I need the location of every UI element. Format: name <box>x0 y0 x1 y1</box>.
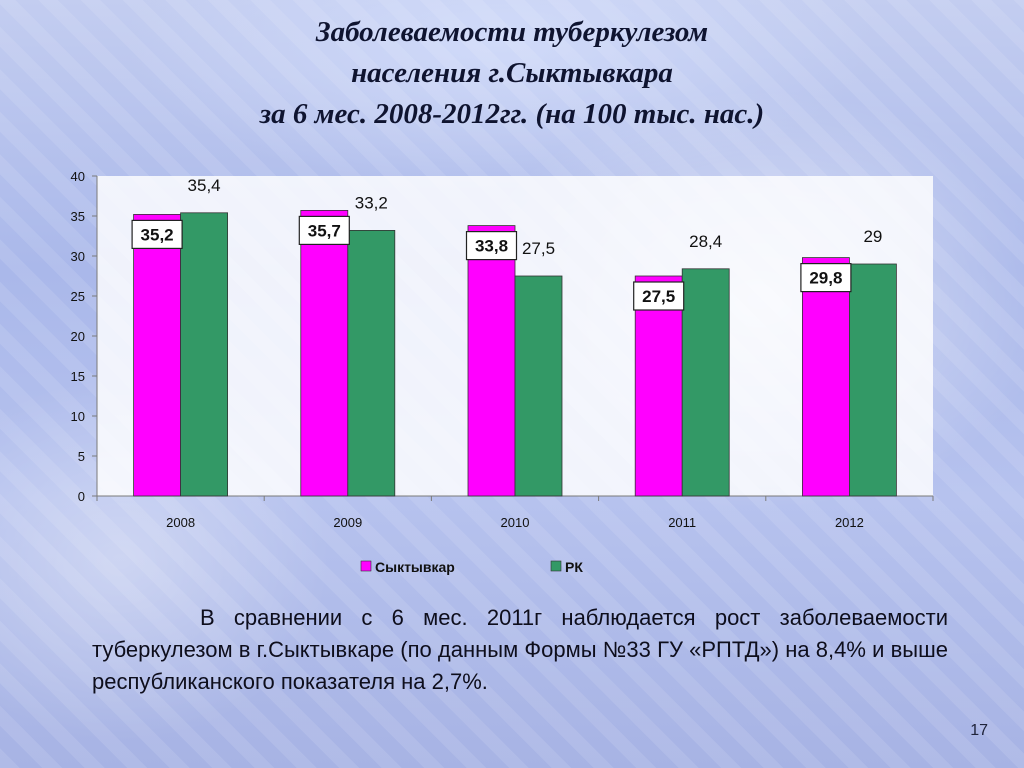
y-tick-label-7: 35 <box>71 209 85 224</box>
bar-chart: 0 5 10 15 20 25 30 35 40 2008 35,2 35,4 2009 35,7 33,2… <box>71 169 934 575</box>
bar-РК-2010 <box>514 275 563 497</box>
data-label-box-Сыктывкар-2009 <box>298 215 350 246</box>
legend-label-РК: РК <box>565 559 583 575</box>
y-tick-label-8: 40 <box>71 169 85 184</box>
title-line-2: населения г.Сыктывкара <box>351 57 673 89</box>
data-label-Сыктывкар-2008: 35,2 <box>141 225 174 244</box>
y-tick-label-6: 30 <box>71 249 85 264</box>
y-tick-label-4: 20 <box>71 329 85 344</box>
caption-body: В сравнении с 6 мес. 2011г наблюдается р… <box>92 605 948 694</box>
legend-label-Сыктывкар: Сыктывкар <box>375 559 455 575</box>
legend-swatch-Сыктывкар <box>360 560 372 572</box>
y-tick-label-2: 10 <box>71 409 85 424</box>
data-label-Сыктывкар-2011: 27,5 <box>642 287 675 306</box>
data-label-РК-2011: 28,4 <box>689 232 722 251</box>
title-line-1: Заболеваемости туберкулезом <box>315 16 709 48</box>
data-label-РК-2010: 27,5 <box>522 239 555 258</box>
title-line-3: за 6 мес. 2008-2012гг. (на 100 тыс. нас.… <box>259 98 765 130</box>
y-tick-label-5: 25 <box>71 289 85 304</box>
page-number: 17 <box>970 722 988 739</box>
x-tick-label-2012: 2012 <box>835 515 864 530</box>
y-tick-label-0: 0 <box>78 489 85 504</box>
caption-text: В сравнении с 6 мес. 2011г наблюдается р… <box>92 602 948 698</box>
data-label-box-Сыктывкар-2010 <box>465 230 518 261</box>
data-label-РК-2008: 35,4 <box>188 176 221 195</box>
legend-swatch-РК <box>550 560 562 572</box>
data-label-РК-2012: 29 <box>863 227 882 246</box>
y-tick-label-1: 5 <box>78 449 85 464</box>
bar-РК-2011 <box>681 268 730 497</box>
bar-РК-2012 <box>849 263 897 497</box>
x-tick-label-2008: 2008 <box>166 515 195 530</box>
data-label-РК-2009: 33,2 <box>355 193 388 212</box>
data-label-box-Сыктывкар-2008 <box>131 219 183 250</box>
data-label-Сыктывкар-2010: 33,8 <box>475 237 508 256</box>
data-label-Сыктывкар-2012: 29,8 <box>809 269 842 288</box>
bar-РК-2009 <box>347 230 396 497</box>
data-label-box-Сыктывкар-2012 <box>800 262 852 293</box>
slide-title: Заболеваемости туберкулезом населения г.… <box>0 12 1024 135</box>
x-tick-label-2010: 2010 <box>501 515 530 530</box>
y-tick-label-3: 15 <box>71 369 85 384</box>
bar-Сыктывкар-2009 <box>300 210 349 497</box>
bar-Сыктывкар-2012 <box>802 257 850 497</box>
data-label-Сыктывкар-2009: 35,7 <box>308 221 341 240</box>
bar-Сыктывкар-2010 <box>467 225 516 497</box>
x-tick-label-2011: 2011 <box>668 515 696 530</box>
bar-РК-2008 <box>180 212 229 497</box>
x-tick-label-2009: 2009 <box>333 515 362 530</box>
data-label-box-Сыктывкар-2011 <box>633 281 685 311</box>
bar-Сыктывкар-2008 <box>133 214 181 497</box>
bar-Сыктывкар-2011 <box>634 275 683 497</box>
